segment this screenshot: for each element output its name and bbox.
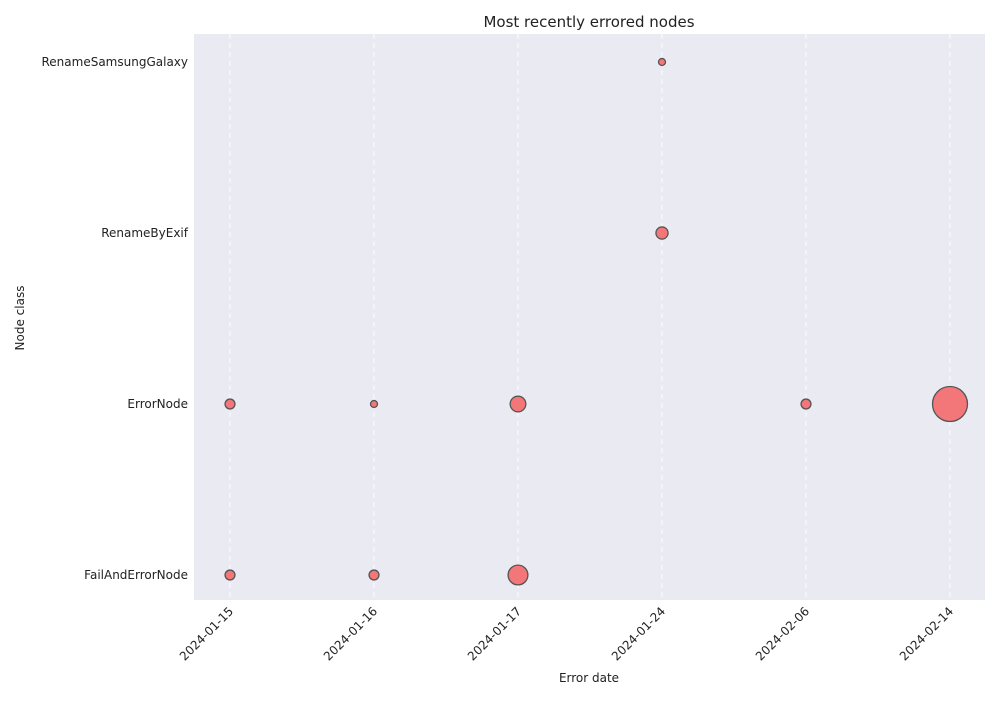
data-point [224,398,236,410]
data-point [509,395,527,413]
x-tick-label: 2024-01-16 [321,604,380,663]
data-point [931,385,969,423]
y-tick-label: ErrorNode [127,397,188,411]
x-tick-label: 2024-01-17 [465,604,524,663]
y-axis-label: Node class [13,286,27,351]
grid-lines [229,34,951,600]
y-tick-label: RenameByExif [101,226,189,240]
x-tick-label: 2024-01-15 [177,604,236,663]
data-point [369,399,379,409]
data-point [655,226,669,240]
y-axis-ticks: FailAndErrorNode ErrorNode RenameByExif Ren… [42,55,189,582]
data-point [657,57,667,67]
data-point [507,564,529,586]
y-tick-label: FailAndErrorNode [84,568,188,582]
data-point [224,569,236,581]
x-tick-label: 2024-02-06 [753,604,812,663]
plot-area [194,34,985,600]
chart-title: Most recently errored nodes [483,13,694,31]
x-axis-label: Error date [559,671,619,685]
x-tick-label: 2024-02-14 [897,604,956,663]
data-points [224,57,969,586]
data-point [368,569,380,581]
data-point [800,398,812,410]
x-tick-label: 2024-01-24 [609,604,668,663]
y-tick-label: RenameSamsungGalaxy [42,55,189,69]
x-axis-ticks: 2024-01-15 2024-01-16 2024-01-17 2024-01-24… [177,604,956,663]
